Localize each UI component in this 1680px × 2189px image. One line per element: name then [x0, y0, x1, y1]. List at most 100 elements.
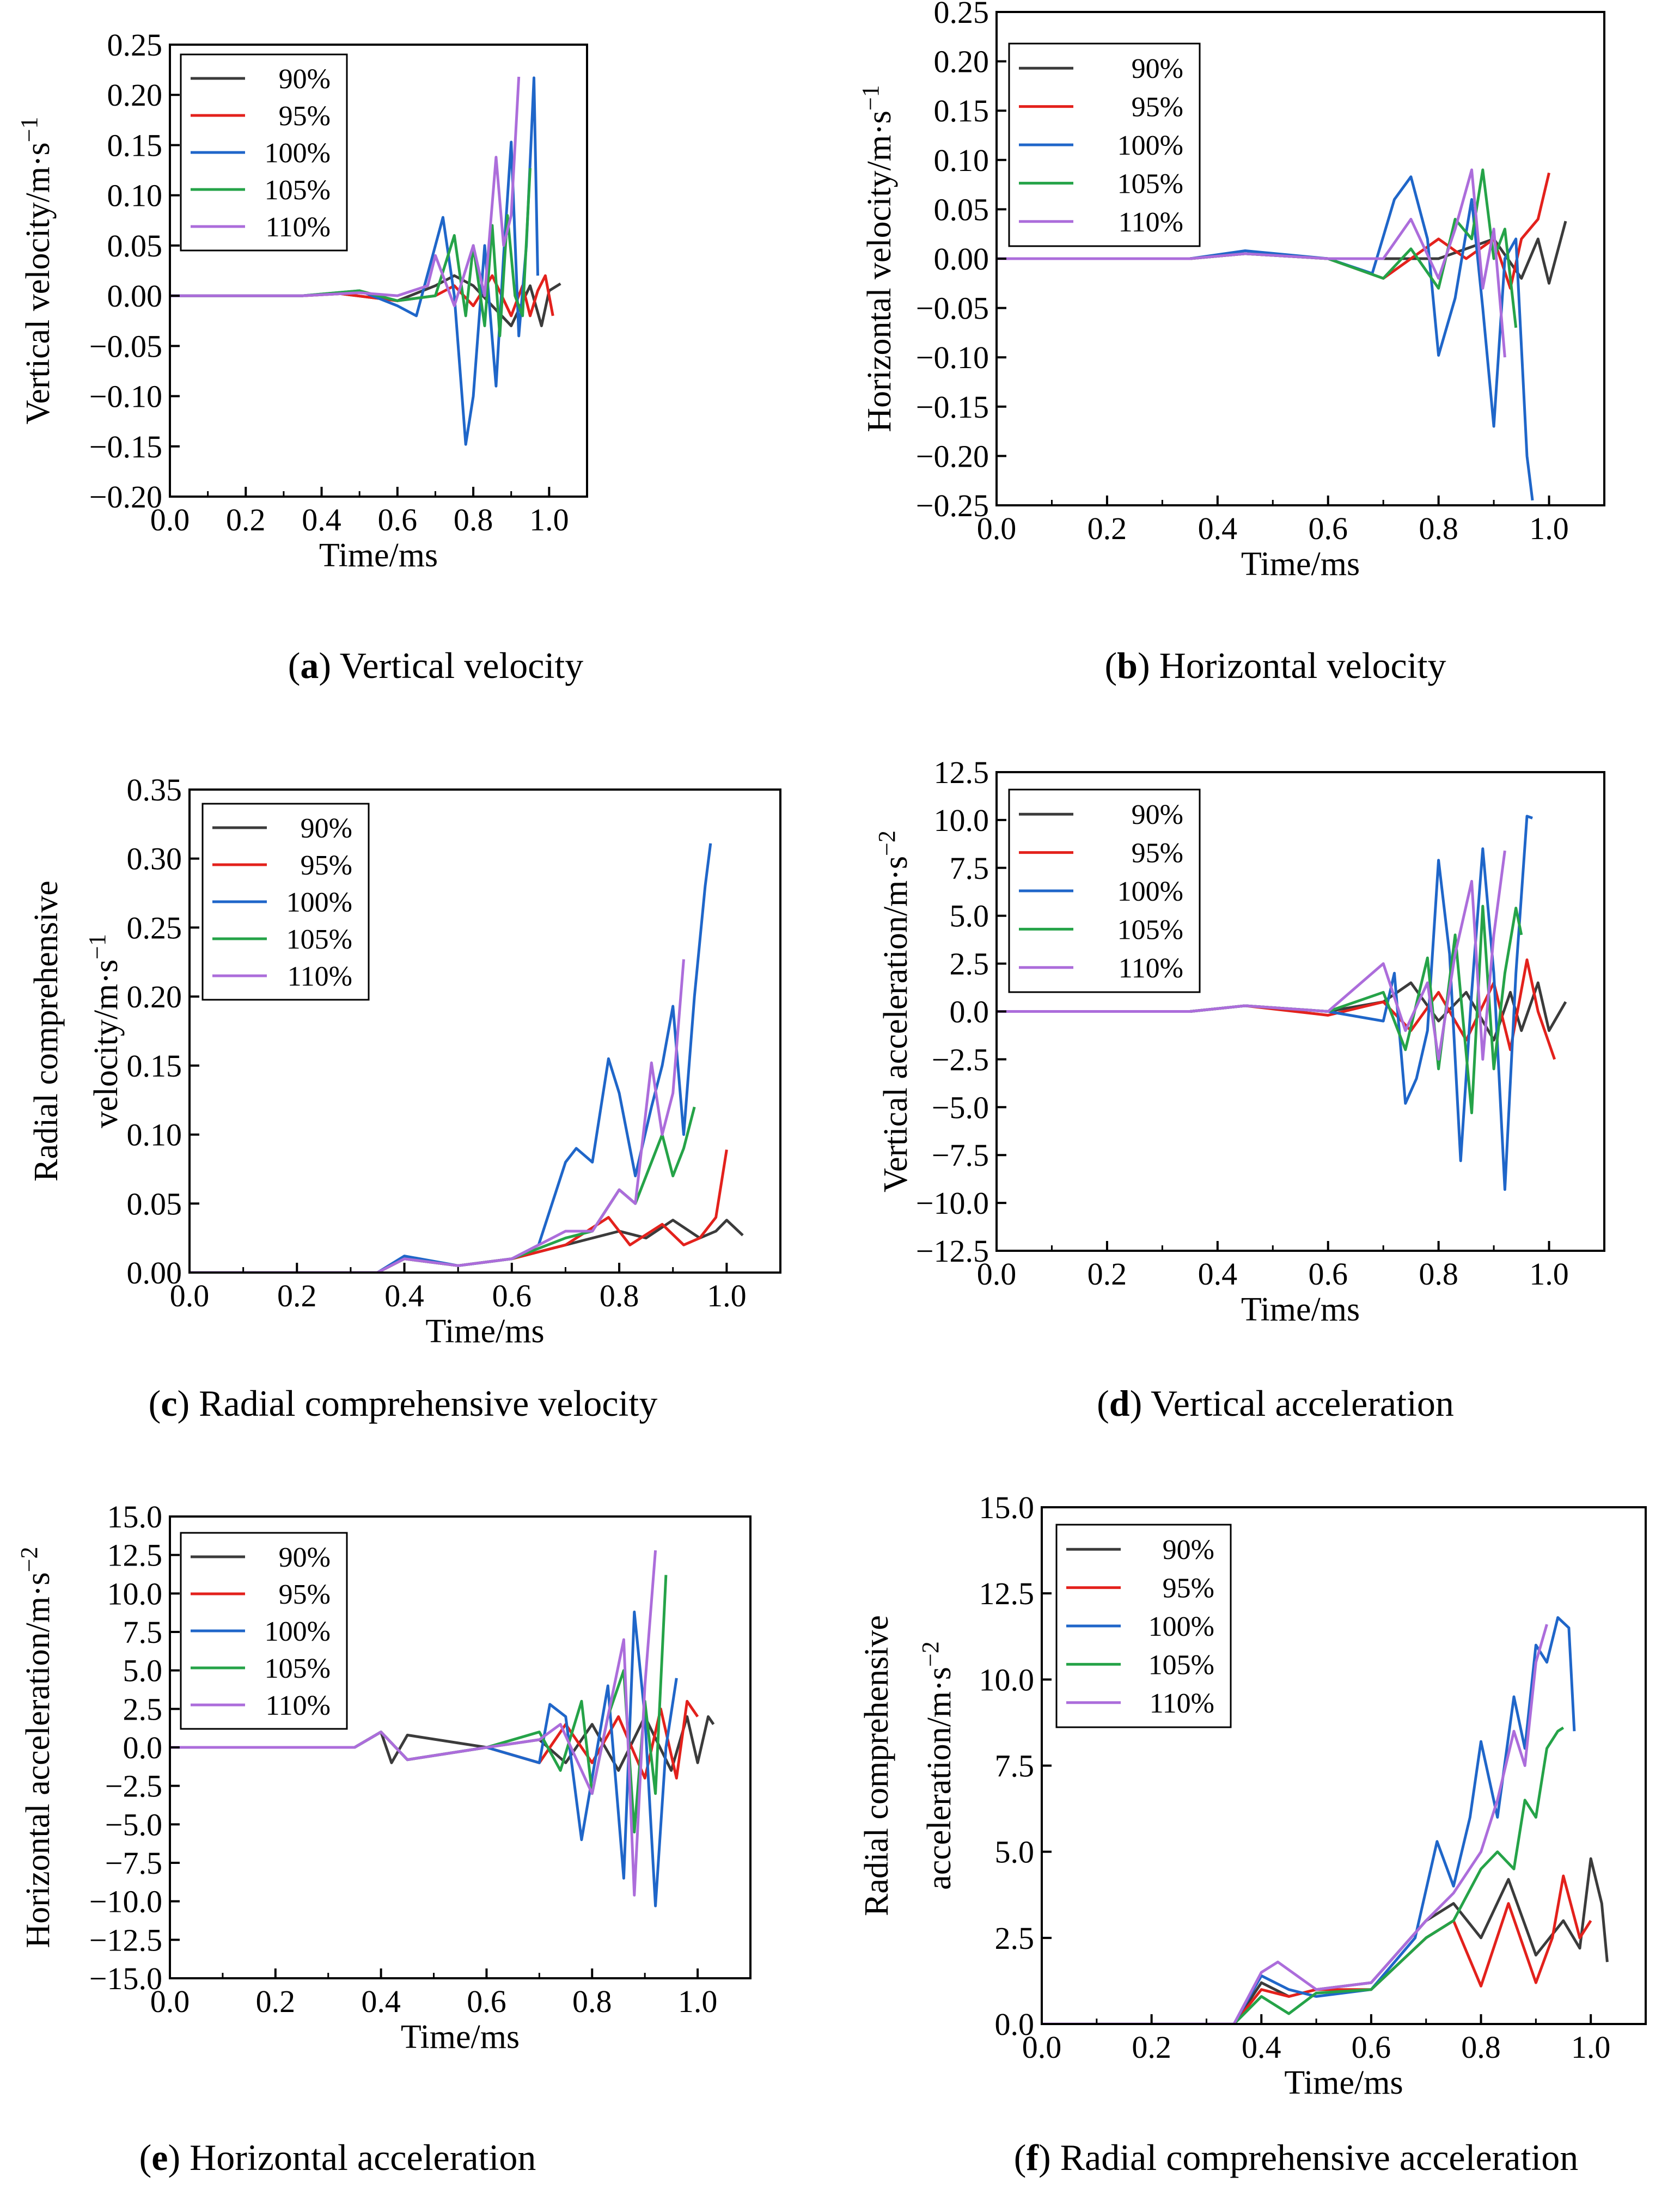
- y-axis-label-text: acceleration/m·s: [921, 1667, 958, 1890]
- x-tick-label: 0.2: [1088, 511, 1127, 546]
- y-axis-label-superscript: −2: [873, 830, 900, 856]
- caption-letter: c: [161, 1383, 177, 1424]
- y-tick-label: 0.00: [934, 241, 989, 277]
- legend-label: 95%: [1132, 838, 1183, 869]
- legend-label: 100%: [265, 1616, 331, 1647]
- y-tick-label: 0.0: [995, 2007, 1035, 2042]
- y-tick-label: 0.05: [934, 192, 989, 227]
- caption-text: Radial comprehensive velocity: [199, 1383, 657, 1424]
- y-tick-label: −0.05: [89, 328, 162, 364]
- y-tick-label: 0.15: [107, 127, 163, 163]
- legend-label: 105%: [265, 1653, 331, 1684]
- caption-paren: (: [1014, 2137, 1027, 2178]
- legend-label: 100%: [286, 887, 352, 918]
- caption-paren: ): [1138, 645, 1159, 686]
- x-tick-label: 1.0: [1529, 511, 1569, 546]
- x-tick-label: 0.8: [1419, 1256, 1458, 1292]
- y-tick-label: 5.0: [995, 1835, 1035, 1870]
- x-tick-label: 0.0: [977, 1256, 1017, 1292]
- legend-label: 95%: [1163, 1573, 1214, 1604]
- y-axis-label-line2: acceleration/m·s−2: [917, 1641, 958, 1890]
- y-tick-label: −0.05: [916, 291, 989, 326]
- chart-panel-b: 0.0 0.2 0.4 0.6 0.8 1.0 0.25 0.20 0.15 0.10 0.05 0.…: [857, 0, 1605, 686]
- y-tick-label: 0.30: [127, 841, 182, 877]
- series-line-110pct: [190, 959, 685, 1273]
- y-axis-label: Radial comprehensive: [858, 1615, 895, 1916]
- caption-paren: ): [1130, 1383, 1151, 1424]
- caption-paren: (: [1105, 645, 1117, 686]
- y-axis-label: Radial comprehensive: [28, 881, 65, 1182]
- legend-label: 110%: [266, 212, 331, 243]
- caption-letter: b: [1117, 645, 1138, 686]
- series-line-100pct: [170, 76, 539, 446]
- x-tick-label: 0.6: [492, 1278, 532, 1313]
- y-tick-label: 15.0: [107, 1499, 163, 1534]
- y-tick-label: 0.0: [123, 1730, 163, 1765]
- series-line-105pct: [1042, 1726, 1565, 2024]
- y-tick-label: 0.20: [127, 979, 182, 1014]
- x-tick-label: 0.0: [977, 511, 1017, 546]
- series-line-110pct: [170, 76, 521, 308]
- caption-letter: a: [300, 645, 319, 686]
- series-line-110pct: [997, 168, 1506, 358]
- x-tick-label: 0.6: [1352, 2029, 1391, 2065]
- legend-label: 105%: [1148, 1649, 1214, 1680]
- x-axis-label: Time/ms: [1241, 546, 1360, 583]
- y-tick-label: −12.5: [916, 1233, 989, 1269]
- legend-label: 110%: [1119, 953, 1183, 984]
- legend-label: 110%: [266, 1690, 331, 1721]
- panel-caption: (c) Radial comprehensive velocity: [149, 1383, 658, 1424]
- y-tick-label: 0.15: [127, 1048, 182, 1084]
- x-tick-label: 0.6: [1308, 511, 1348, 546]
- x-axis-label: Time/ms: [425, 1313, 544, 1350]
- caption-letter: f: [1026, 2137, 1039, 2178]
- legend-label: 105%: [265, 175, 331, 206]
- caption-text: Horizontal velocity: [1159, 645, 1446, 686]
- legend-label: 100%: [265, 138, 331, 169]
- y-tick-label: 5.0: [950, 898, 989, 934]
- plot-frame: [169, 44, 588, 498]
- x-tick-label: 0.8: [1419, 511, 1458, 546]
- series-line-110pct: [1042, 1624, 1548, 2024]
- y-tick-label: −0.20: [89, 479, 162, 515]
- series-group: [1042, 1616, 1609, 2024]
- x-tick-label: 0.4: [1242, 2029, 1281, 2065]
- series-group: [190, 843, 744, 1273]
- legend-label: 95%: [279, 1579, 331, 1610]
- y-axis-label-superscript: −1: [857, 85, 884, 111]
- legend-label: 90%: [1132, 53, 1183, 84]
- x-tick-label: 0.0: [150, 1984, 190, 2019]
- y-tick-label: 12.5: [979, 1576, 1035, 1611]
- y-tick-label: −5.0: [105, 1807, 162, 1842]
- legend: 90% 95% 100% 105% 110%: [1008, 42, 1201, 247]
- y-tick-label: 2.5: [123, 1691, 163, 1727]
- x-tick-label: 1.0: [1571, 2029, 1611, 2065]
- x-tick-label: 0.0: [170, 1278, 210, 1313]
- x-tick-label: 1.0: [678, 1984, 718, 2019]
- x-tick-label: 1.0: [707, 1278, 747, 1313]
- caption-text: Vertical acceleration: [1151, 1383, 1454, 1424]
- panel-caption: (d) Vertical acceleration: [1097, 1383, 1454, 1424]
- legend-label: 105%: [1117, 168, 1183, 199]
- legend: 90% 95% 100% 105% 110%: [180, 1532, 348, 1730]
- x-tick-label: 1.0: [529, 502, 569, 537]
- x-tick-label: 0.0: [1022, 2029, 1062, 2065]
- series-line-110pct: [997, 850, 1506, 1061]
- caption-paren: ): [178, 1383, 199, 1424]
- y-axis-label: Vertical velocity/m·s−1: [16, 117, 57, 424]
- y-axis-label-text: Horizontal acceleration/m·s: [20, 1572, 57, 1948]
- series-group: [170, 1550, 715, 1907]
- x-tick-label: 0.6: [467, 1984, 506, 2019]
- x-tick-label: 0.6: [1308, 1256, 1348, 1292]
- caption-paren: (: [149, 1383, 161, 1424]
- x-axis-label: Time/ms: [319, 537, 438, 574]
- caption-letter: d: [1109, 1383, 1130, 1424]
- y-tick-label: 5.0: [123, 1653, 163, 1689]
- caption-text: Horizontal acceleration: [190, 2137, 536, 2178]
- y-tick-label: 0.05: [127, 1186, 182, 1221]
- y-tick-label: 0.00: [127, 1255, 182, 1291]
- y-tick-label: −0.15: [916, 389, 989, 425]
- legend-label: 110%: [288, 961, 352, 992]
- y-axis-label-text: Horizontal velocity/m·s: [861, 111, 898, 432]
